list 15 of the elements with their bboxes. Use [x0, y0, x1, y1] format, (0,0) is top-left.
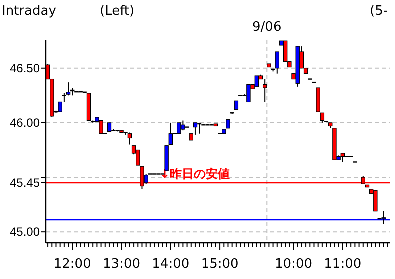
x-tick-label: 14:00 — [152, 257, 190, 272]
chart-title: Intraday — [2, 4, 57, 19]
ref-line-label: ↓昨日の安値 — [160, 166, 230, 181]
y-tick-label: 46.50 — [10, 61, 40, 76]
x-tick-label: 13:00 — [103, 257, 140, 272]
x-tick-label: 11:00 — [324, 257, 362, 272]
text: (Left) — [100, 4, 135, 19]
x-tick-label: 10:00 — [275, 257, 312, 272]
x-tick-label: 15:00 — [201, 257, 239, 272]
x-tick-label: 12:00 — [54, 257, 92, 272]
y-tick-label: 45.45 — [10, 176, 40, 190]
text: 9/06 — [252, 20, 282, 35]
text: (5- — [370, 4, 388, 19]
y-tick-label: 45.00 — [10, 225, 40, 240]
y-tick-label: 46.00 — [10, 116, 40, 130]
